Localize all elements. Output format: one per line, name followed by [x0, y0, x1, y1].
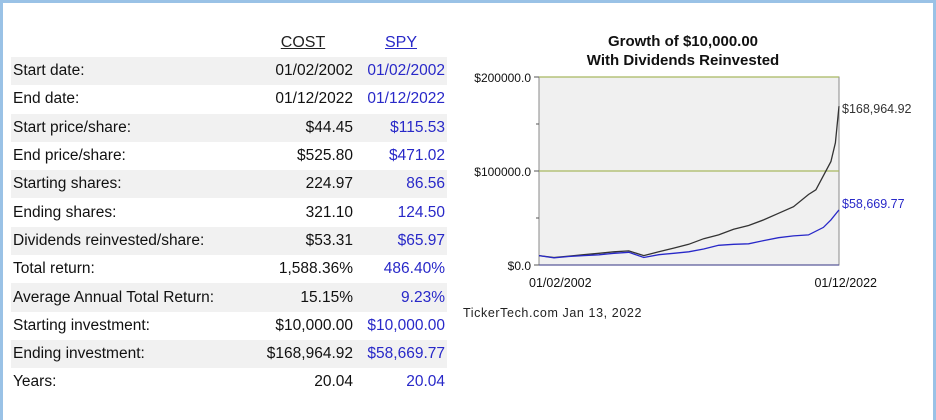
- cost-value: 20.04: [314, 373, 353, 391]
- spy-value: 86.56: [355, 170, 447, 199]
- cost-value: 01/02/2002: [251, 57, 355, 86]
- header-blank: [11, 29, 251, 57]
- table-row: Start date: 01/02/2002 01/02/2002: [11, 57, 447, 86]
- cost-value: 321.10: [305, 203, 353, 221]
- cost-value: $44.45: [251, 113, 355, 142]
- row-label: End price/share:: [13, 147, 126, 165]
- spy-end-label: $58,669.77: [842, 197, 905, 211]
- cost-series-line: [538, 106, 840, 259]
- spy-value: $471.02: [388, 147, 445, 165]
- row-label: Average Annual Total Return:: [11, 283, 251, 312]
- x-start-label: 01/02/2002: [529, 276, 592, 290]
- spy-value: 124.50: [397, 203, 445, 221]
- table-row: Average Annual Total Return: 15.15% 9.23%: [11, 283, 447, 312]
- table-row: End price/share: $525.80 $471.02: [11, 142, 447, 170]
- table-row: Total return: 1,588.36% 486.40%: [11, 255, 447, 283]
- table-header-row: COST SPY: [11, 29, 447, 57]
- cost-value: $525.80: [296, 147, 353, 165]
- cost-value: $53.31: [251, 226, 355, 256]
- y-tick-label: $200000.0: [474, 71, 531, 85]
- grid-lines: [539, 76, 839, 266]
- spy-value: 01/02/2002: [355, 57, 447, 86]
- x-axis-labels: 01/02/2002 01/12/2022: [529, 276, 877, 290]
- spy-value: 9.23%: [355, 283, 447, 312]
- table-row: Starting investment: $10,000.00 $10,000.00: [11, 312, 447, 340]
- cost-value: $168,964.92: [251, 339, 355, 369]
- spy-value: 20.04: [406, 373, 445, 391]
- row-label: Start date:: [11, 57, 251, 86]
- cost-value: 1,588.36%: [278, 260, 353, 278]
- row-label: End date:: [13, 90, 80, 108]
- table-row: Starting shares: 224.97 86.56: [11, 170, 447, 199]
- row-label: Dividends reinvested/share:: [11, 226, 251, 256]
- row-label: Starting shares:: [11, 170, 251, 199]
- y-tick-label: $0.0: [508, 259, 532, 273]
- row-label: Years:: [13, 373, 57, 391]
- spy-series-line: [538, 209, 840, 259]
- spy-value: $58,669.77: [355, 339, 447, 369]
- spy-value: $115.53: [355, 113, 447, 142]
- chart-title-line2: With Dividends Reinvested: [587, 52, 779, 69]
- header-cost-link[interactable]: COST: [280, 34, 326, 51]
- comparison-table: COST SPY Start date: 01/02/2002 01/02/2002…: [11, 29, 447, 397]
- row-label: Starting investment:: [13, 316, 150, 334]
- row-label: Total return:: [13, 260, 95, 278]
- chart-title-line1: Growth of $10,000.00: [608, 33, 758, 50]
- row-label: Start price/share:: [11, 113, 251, 142]
- end-value-labels: $168,964.92 $58,669.77: [842, 102, 912, 211]
- series-lines: [538, 106, 840, 259]
- spy-value: $10,000.00: [367, 316, 445, 334]
- cost-end-label: $168,964.92: [842, 102, 912, 116]
- table-row: Ending shares: 321.10 124.50: [11, 198, 447, 226]
- tickertech-watermark: TickerTech.com Jan 13, 2022: [463, 306, 642, 320]
- growth-chart: Growth of $10,000.00 With Dividends Rein…: [453, 23, 933, 333]
- y-axis-ticks: $200000.0 $100000.0 $0.0: [474, 71, 539, 273]
- table-row: Years: 20.04 20.04: [11, 368, 447, 396]
- spy-value: 01/12/2022: [367, 90, 445, 108]
- spy-value: $65.97: [355, 226, 447, 256]
- cost-value: $10,000.00: [275, 316, 353, 334]
- y-tick-label: $100000.0: [474, 165, 531, 179]
- table-row: Start price/share: $44.45 $115.53: [11, 113, 447, 142]
- row-label: Ending investment:: [11, 339, 251, 369]
- cost-value: 01/12/2022: [275, 90, 353, 108]
- table-row: Dividends reinvested/share: $53.31 $65.97: [11, 226, 447, 256]
- cost-value: 15.15%: [251, 283, 355, 312]
- table-row: Ending investment: $168,964.92 $58,669.77: [11, 339, 447, 369]
- row-label: Ending shares:: [13, 203, 117, 221]
- header-spy-link[interactable]: SPY: [384, 34, 417, 51]
- table-body: Start date: 01/02/2002 01/02/2002 End date:…: [11, 57, 447, 397]
- table-row: End date: 01/12/2022 01/12/2022: [11, 85, 447, 113]
- cost-value: 224.97: [251, 170, 355, 199]
- growth-chart-svg: Growth of $10,000.00 With Dividends Rein…: [463, 33, 912, 320]
- spy-value: 486.40%: [383, 260, 445, 278]
- x-end-label: 01/12/2022: [814, 276, 877, 290]
